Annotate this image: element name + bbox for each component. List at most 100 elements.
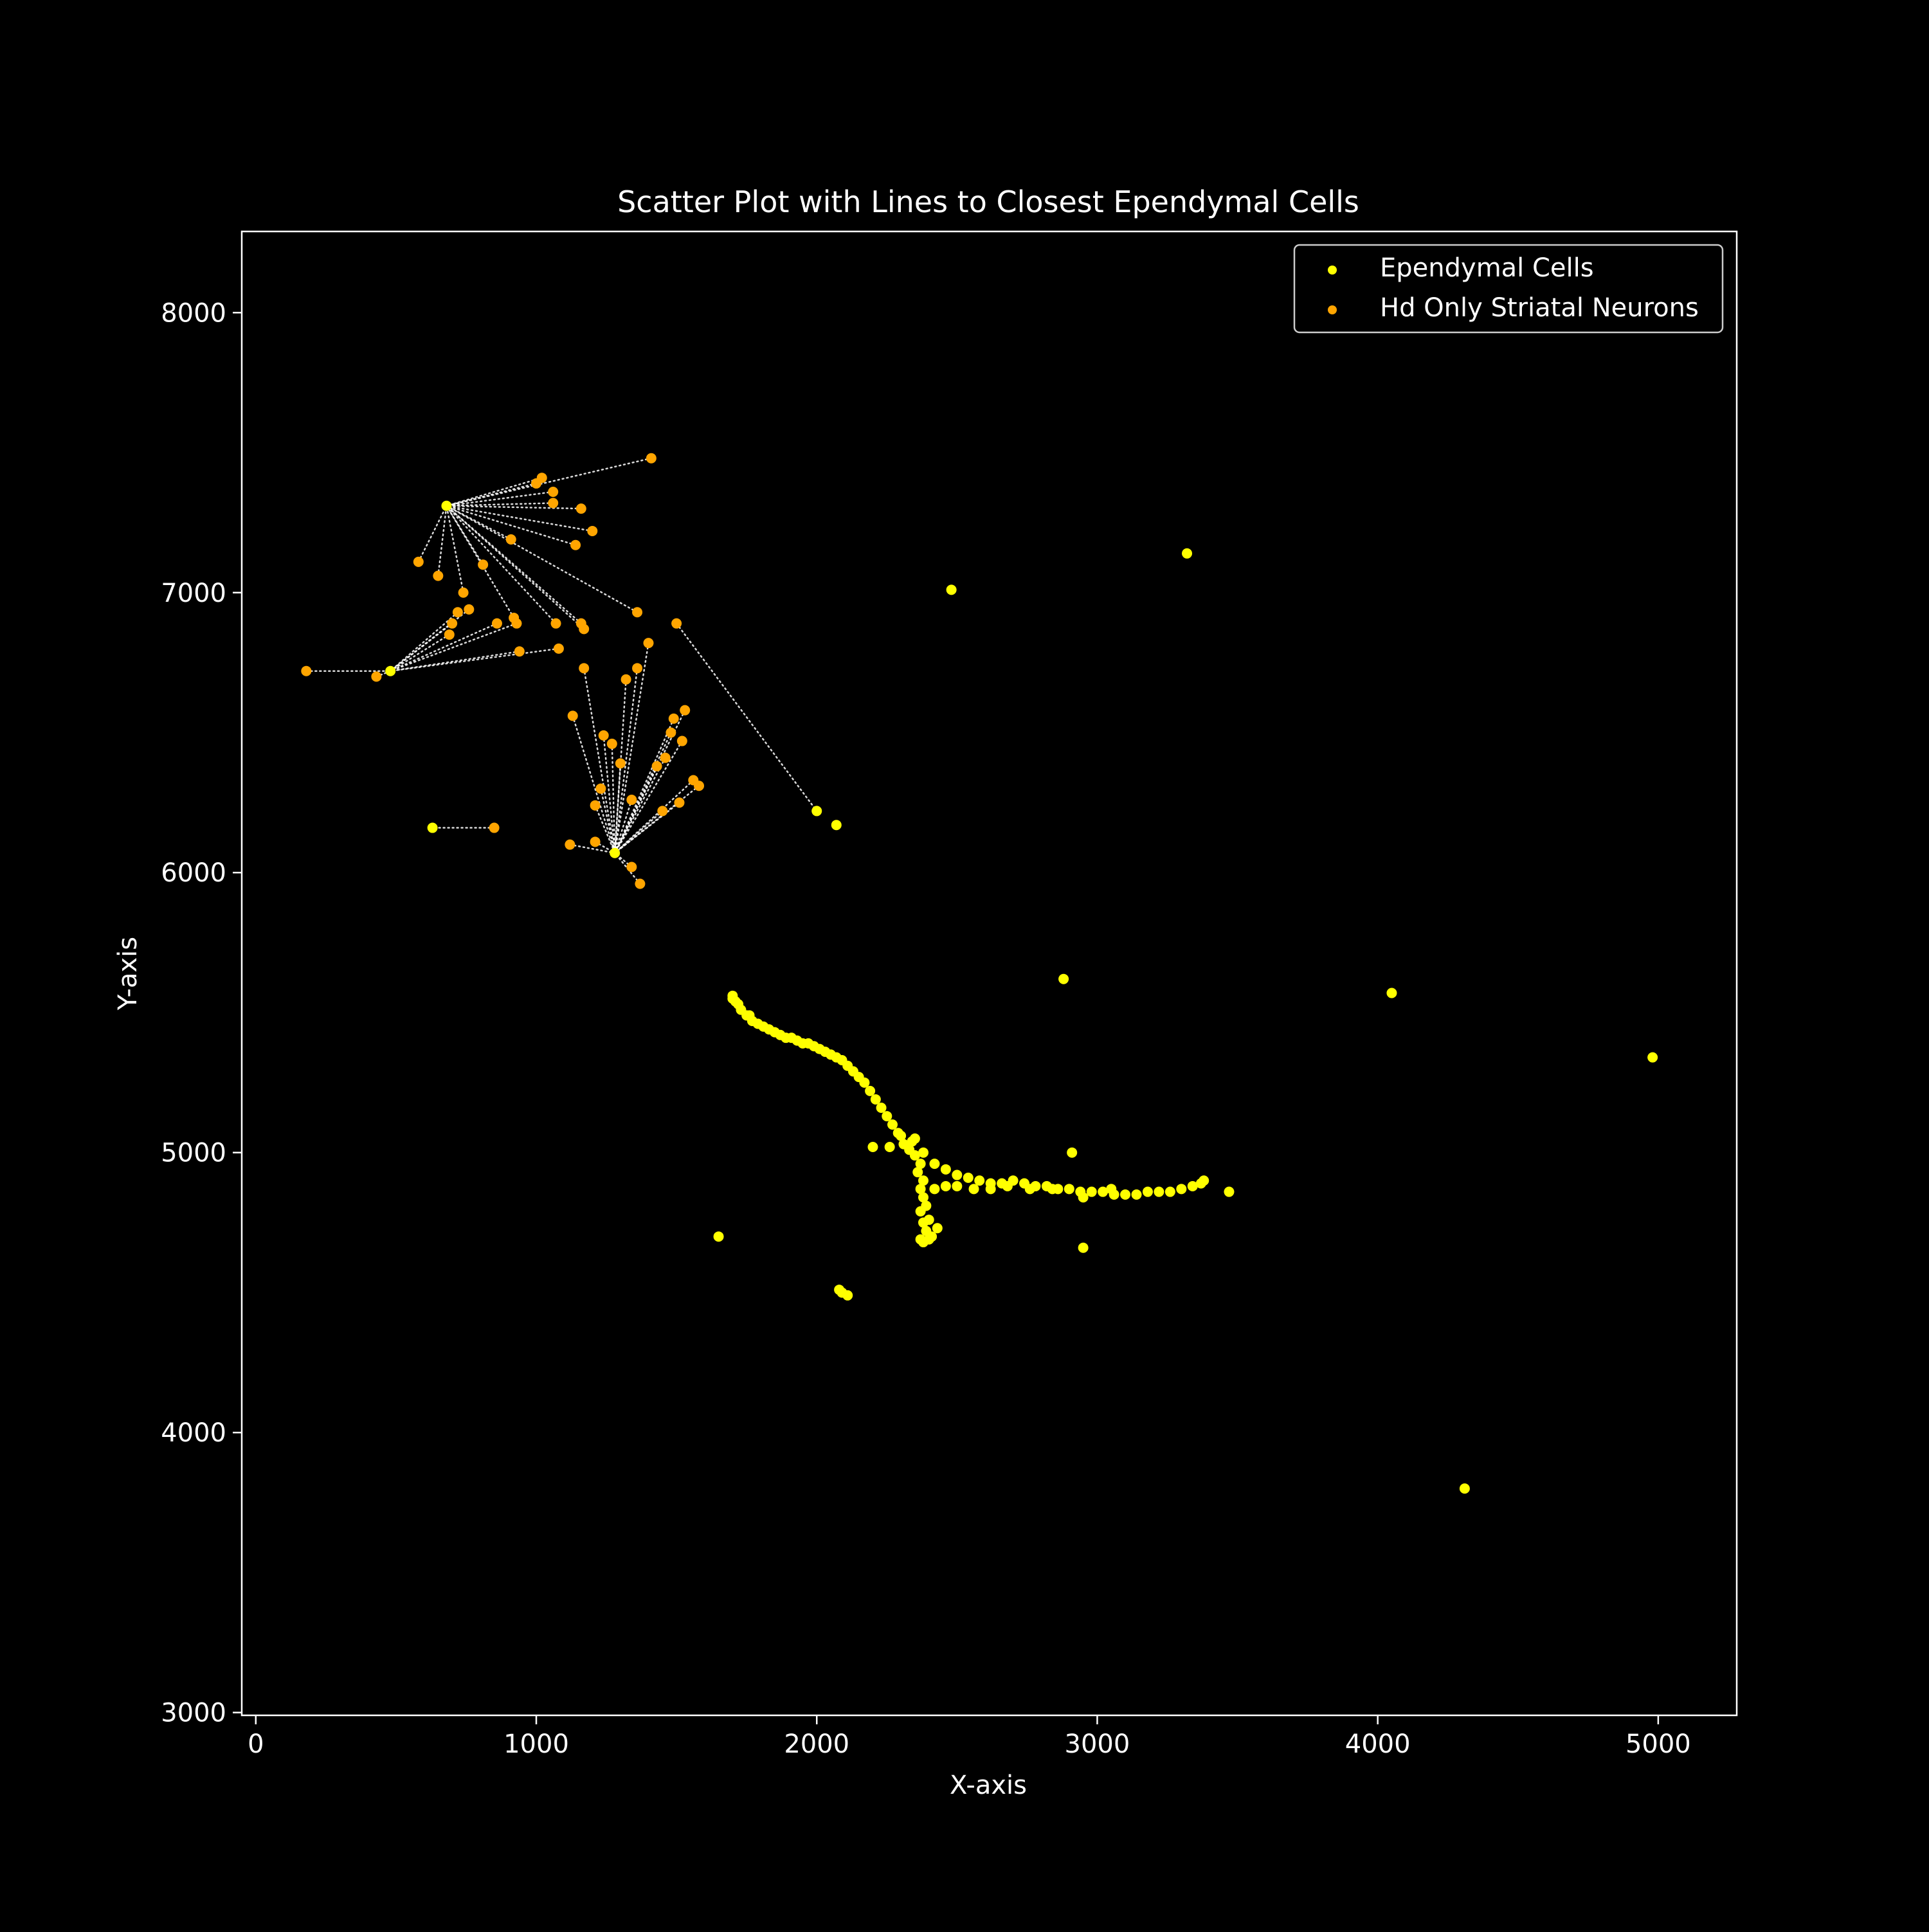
- ependymal-point: [1064, 1184, 1074, 1195]
- neuron-point: [575, 618, 586, 629]
- ependymal-point: [985, 1184, 996, 1195]
- connector-line: [613, 763, 622, 854]
- connector-line: [389, 650, 521, 672]
- connector-line: [675, 622, 818, 812]
- ependymal-point: [963, 1172, 974, 1183]
- ependymal-point: [912, 1167, 923, 1178]
- connector-line: [446, 505, 577, 546]
- neuron-point: [565, 839, 575, 850]
- ependymal-point: [915, 1184, 926, 1195]
- ependymal-point: [1459, 1483, 1470, 1494]
- connector-line: [417, 505, 448, 563]
- ependymal-point: [884, 1141, 895, 1152]
- legend-box: [1293, 244, 1724, 334]
- ependymal-point: [952, 1180, 963, 1191]
- ependymal-point: [1176, 1184, 1187, 1195]
- connector-line: [446, 505, 583, 624]
- ependymal-point: [1187, 1180, 1198, 1191]
- neuron-point: [511, 618, 522, 629]
- neuron-point: [371, 671, 382, 682]
- y-tick-label: 7000: [161, 579, 226, 608]
- neuron-point: [620, 674, 631, 685]
- connector-line: [613, 732, 672, 854]
- connector-line: [613, 718, 675, 854]
- neuron-point: [590, 836, 601, 847]
- neuron-point: [514, 646, 525, 657]
- connector-line: [446, 482, 538, 507]
- neuron-point: [615, 758, 626, 769]
- neuron-point: [651, 761, 662, 772]
- neuron-point: [548, 486, 559, 497]
- connector-line: [569, 844, 616, 854]
- ependymal-point: [1164, 1186, 1175, 1197]
- y-tick-label: 5000: [161, 1139, 226, 1168]
- ependymal-point: [1195, 1178, 1206, 1189]
- neuron-point: [447, 618, 458, 629]
- ependymal-point: [865, 1085, 876, 1096]
- ependymal-point: [1142, 1186, 1153, 1197]
- ependymal-point: [932, 1223, 943, 1234]
- neuron-point: [635, 878, 646, 889]
- chart-title: Scatter Plot with Lines to Closest Epend…: [617, 185, 1359, 219]
- neuron-point: [676, 736, 687, 746]
- neuron-point: [491, 618, 502, 629]
- ependymal-point: [968, 1184, 979, 1195]
- neuron-point: [646, 453, 657, 464]
- connector-line: [446, 502, 554, 507]
- connector-line: [446, 505, 583, 510]
- ependymal-point: [921, 1200, 932, 1211]
- ependymal-point: [1067, 1147, 1078, 1158]
- legend-label-ependymal: Ependymal Cells: [1380, 253, 1594, 283]
- ependymal-point: [927, 1231, 937, 1242]
- ependymal-point: [1120, 1189, 1131, 1200]
- ependymal-point: [974, 1175, 985, 1186]
- ependymal-point: [918, 1147, 928, 1158]
- connector-line: [437, 505, 448, 577]
- ependymal-point: [1182, 548, 1193, 559]
- connector-line: [389, 622, 518, 672]
- neuron-point: [489, 822, 500, 833]
- x-tick-label: 0: [248, 1729, 264, 1759]
- x-tick-label: 5000: [1626, 1729, 1691, 1759]
- ependymal-point: [929, 1184, 940, 1195]
- neuron-point: [643, 638, 654, 649]
- ependymal-points: [385, 500, 1658, 1494]
- connector-line: [602, 734, 616, 854]
- ependymal-point: [842, 1290, 853, 1301]
- ependymal-point: [882, 1111, 892, 1122]
- ependymal-point: [867, 1141, 878, 1152]
- y-tick-label: 3000: [161, 1699, 226, 1728]
- connector-line: [389, 647, 560, 672]
- neuron-point: [433, 570, 444, 581]
- ependymal-point: [1086, 1186, 1097, 1197]
- ependymal-point: [952, 1169, 963, 1180]
- y-axis-label: Y-axis: [113, 937, 143, 1011]
- connector-line: [446, 505, 593, 532]
- legend-marker-neurons: [1328, 305, 1337, 314]
- connector-line: [600, 788, 616, 854]
- ependymal-point: [1386, 988, 1397, 998]
- ependymal-point: [385, 665, 396, 676]
- ependymal-point: [831, 820, 842, 831]
- neuron-point: [458, 587, 469, 598]
- ependymal-point: [1024, 1184, 1035, 1195]
- neuron-point: [668, 713, 679, 724]
- connector-line: [446, 505, 512, 541]
- neuron-point: [531, 478, 542, 489]
- plot-area: [301, 453, 1658, 1494]
- neuron-point: [478, 559, 489, 570]
- connector-line: [611, 743, 616, 854]
- ependymal-point: [1002, 1180, 1013, 1191]
- connector-line: [613, 784, 700, 854]
- x-tick-label: 3000: [1065, 1729, 1130, 1759]
- axes-frame: [240, 230, 1738, 1717]
- ependymal-point: [1106, 1184, 1117, 1195]
- ependymal-point: [918, 1192, 928, 1203]
- neuron-point: [632, 607, 643, 618]
- connector-line: [446, 505, 515, 619]
- y-tick-label: 4000: [161, 1418, 226, 1448]
- x-axis-label: X-axis: [950, 1771, 1027, 1800]
- neuron-point: [301, 665, 312, 676]
- connector-line: [613, 667, 638, 854]
- ependymal-point: [896, 1130, 907, 1141]
